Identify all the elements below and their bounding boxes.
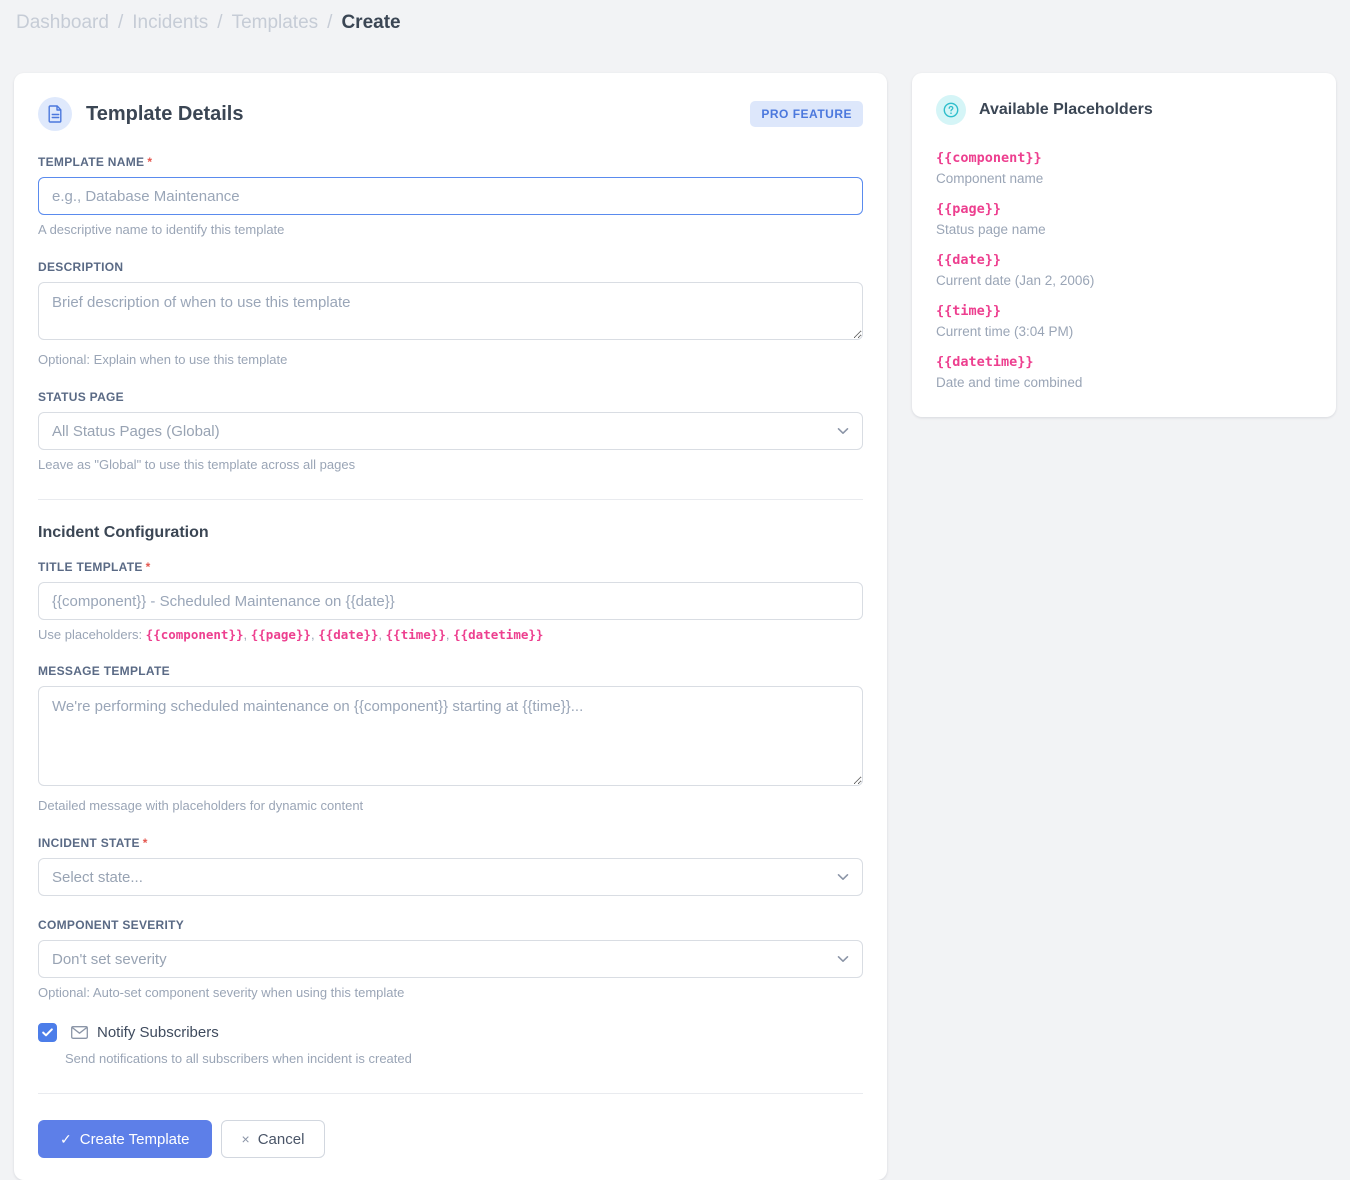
required-asterisk: * [142, 836, 148, 850]
title-template-input[interactable] [38, 582, 863, 620]
status-page-select-value: All Status Pages (Global) [52, 422, 220, 440]
component-severity-label: COMPONENT SEVERITY [38, 918, 185, 932]
breadcrumb-separator: / [117, 12, 124, 33]
breadcrumb-separator: / [327, 12, 333, 33]
card-title: Template Details [86, 102, 244, 125]
placeholder-code: {{datetime}} [936, 354, 1034, 370]
side-card-header: Available Placeholders [936, 95, 1312, 125]
incident-configuration-title: Incident Configuration [38, 524, 209, 541]
breadcrumb-current: Create [341, 12, 401, 33]
code-separator: , [378, 627, 386, 642]
create-template-button[interactable]: ✓ Create Template [38, 1120, 212, 1158]
cancel-button[interactable]: × Cancel [220, 1120, 326, 1158]
message-template-textarea[interactable] [38, 686, 863, 786]
incident-state-label: INCIDENT STATE * [38, 836, 148, 850]
message-template-label: MESSAGE TEMPLATE [38, 664, 170, 678]
template-details-card: Template Details PRO FEATURE TEMPLATE NA… [14, 73, 887, 1180]
check-icon [42, 1028, 53, 1037]
description-label: DESCRIPTION [38, 260, 124, 274]
placeholder-item: {{datetime}} Date and time combined [936, 353, 1312, 391]
document-icon [38, 97, 72, 131]
breadcrumb-separator: / [217, 12, 223, 33]
available-placeholders-card: Available Placeholders {{component}} Comp… [912, 73, 1336, 417]
component-severity-helper: Optional: Auto-set component severity wh… [38, 985, 405, 1000]
placeholder-description: Current time (3:04 PM) [936, 324, 1074, 339]
message-template-helper: Detailed message with placeholders for d… [38, 798, 364, 813]
template-name-input[interactable] [38, 177, 863, 215]
code-separator: , [445, 627, 454, 642]
status-page-label: STATUS PAGE [38, 390, 124, 404]
placeholder-code: {{time}} [936, 303, 1002, 319]
placeholder-description: Current date (Jan 2, 2006) [936, 273, 1095, 288]
required-asterisk: * [147, 155, 153, 169]
breadcrumb-link[interactable]: Dashboard [16, 12, 109, 33]
form-actions: ✓ Create Template × Cancel [38, 1120, 863, 1158]
placeholder-code: {{component}} [145, 627, 244, 642]
placeholder-description: Component name [936, 171, 1044, 186]
card-header: Template Details PRO FEATURE [38, 97, 863, 131]
placeholder-code: {{page}} [936, 201, 1002, 217]
question-icon [936, 95, 966, 125]
title-template-field: TITLE TEMPLATE* Use placeholders: {{comp… [38, 560, 863, 642]
close-icon: × [241, 1131, 250, 1147]
incident-state-field: INCIDENT STATE * Select state... [38, 836, 863, 896]
title-template-label: TITLE TEMPLATE * [38, 560, 151, 574]
description-textarea[interactable] [38, 282, 863, 340]
template-name-label: TEMPLATE NAME * [38, 155, 153, 169]
breadcrumb: Dashboard / Incidents / Templates / Create [0, 0, 1350, 35]
placeholder-item: {{date}} Current date (Jan 2, 2006) [936, 251, 1312, 289]
placeholder-code: {{date}} [318, 627, 379, 642]
placeholder-item: {{page}} Status page name [936, 200, 1312, 238]
placeholder-code: {{page}} [250, 627, 311, 642]
chevron-down-icon [837, 874, 849, 880]
placeholder-code: {{datetime}} [453, 627, 544, 642]
notify-subscribers-row: Notify Subscribers [38, 1023, 863, 1042]
notify-subscribers-checkbox[interactable] [38, 1023, 57, 1042]
placeholder-description: Status page name [936, 222, 1046, 237]
notify-subscribers-helper: Send notifications to all subscribers wh… [65, 1051, 412, 1066]
envelope-icon [71, 1026, 88, 1039]
component-severity-select[interactable]: Don't set severity [38, 940, 863, 978]
notify-subscribers-label[interactable]: Notify Subscribers [97, 1024, 219, 1041]
code-separator: , [243, 627, 251, 642]
actions-divider [38, 1093, 863, 1094]
placeholder-code: {{time}} [385, 627, 446, 642]
description-field: DESCRIPTION Optional: Explain when to us… [38, 260, 863, 368]
section-divider [38, 499, 863, 500]
component-severity-select-value: Don't set severity [52, 950, 167, 968]
code-separator: , [310, 627, 319, 642]
status-page-field: STATUS PAGE All Status Pages (Global) Le… [38, 390, 863, 473]
placeholder-list: {{component}} Component name {{page}} Statu… [936, 149, 1312, 391]
required-asterisk: * [145, 560, 151, 574]
status-page-helper: Leave as "Global" to use this template a… [38, 457, 356, 472]
breadcrumb-link[interactable]: Incidents [132, 12, 209, 33]
check-icon: ✓ [60, 1130, 72, 1147]
message-template-field: MESSAGE TEMPLATE Detailed message with p… [38, 664, 863, 814]
incident-state-select-value: Select state... [52, 868, 143, 886]
pro-feature-badge: PRO FEATURE [750, 101, 863, 127]
description-helper: Optional: Explain when to use this templ… [38, 352, 288, 367]
title-template-helper: Use placeholders: {{component}}, {{page}… [38, 627, 544, 642]
template-name-field: TEMPLATE NAME* A descriptive name to ide… [38, 155, 863, 238]
placeholder-item: {{time}} Current time (3:04 PM) [936, 302, 1312, 340]
breadcrumb-link[interactable]: Templates [231, 12, 319, 33]
placeholder-item: {{component}} Component name [936, 149, 1312, 187]
chevron-down-icon [837, 428, 849, 434]
chevron-down-icon [837, 956, 849, 962]
page-content: Template Details PRO FEATURE TEMPLATE NA… [0, 73, 1350, 1180]
sidebar-card-title: Available Placeholders [979, 101, 1153, 118]
placeholder-code: {{component}} [936, 150, 1042, 166]
component-severity-field: COMPONENT SEVERITY Don't set severity Op… [38, 918, 863, 1001]
placeholder-code: {{date}} [936, 252, 1002, 268]
status-page-select[interactable]: All Status Pages (Global) [38, 412, 863, 450]
placeholder-description: Date and time combined [936, 375, 1083, 390]
incident-state-select[interactable]: Select state... [38, 858, 863, 896]
template-name-helper: A descriptive name to identify this temp… [38, 222, 285, 237]
